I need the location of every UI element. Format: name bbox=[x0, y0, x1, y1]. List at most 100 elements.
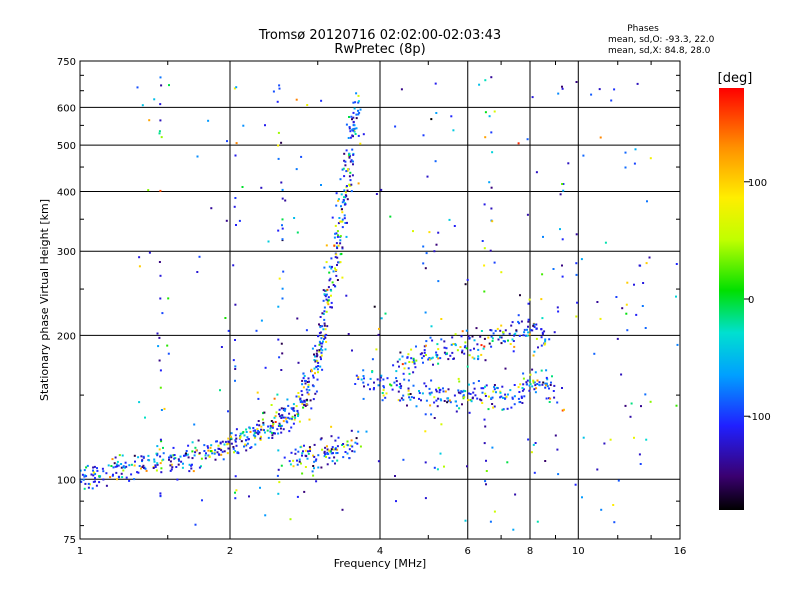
data-point bbox=[96, 469, 99, 472]
data-point bbox=[227, 410, 229, 413]
data-point bbox=[523, 395, 526, 398]
data-point bbox=[464, 345, 467, 348]
data-point bbox=[420, 399, 422, 402]
data-point bbox=[173, 457, 176, 460]
data-point bbox=[473, 357, 476, 360]
data-point bbox=[109, 476, 112, 479]
data-point bbox=[504, 397, 506, 400]
data-point bbox=[457, 389, 460, 392]
data-point bbox=[317, 335, 320, 338]
data-point bbox=[435, 390, 438, 393]
data-point bbox=[532, 324, 535, 327]
data-point bbox=[604, 241, 607, 244]
data-point bbox=[79, 469, 82, 472]
data-point bbox=[323, 322, 326, 325]
data-point bbox=[488, 181, 491, 184]
data-point bbox=[421, 392, 424, 395]
data-point bbox=[336, 452, 339, 454]
data-point bbox=[322, 289, 325, 292]
data-point bbox=[352, 101, 355, 104]
data-point bbox=[337, 436, 340, 439]
data-point bbox=[484, 136, 487, 139]
data-point bbox=[304, 405, 307, 407]
data-point bbox=[166, 344, 169, 347]
data-point bbox=[357, 376, 360, 379]
data-point bbox=[278, 413, 280, 416]
data-point bbox=[363, 385, 365, 388]
data-point bbox=[507, 339, 509, 342]
data-point bbox=[318, 350, 321, 353]
data-point bbox=[247, 438, 250, 441]
data-point bbox=[266, 429, 269, 432]
data-point bbox=[324, 336, 327, 339]
data-point bbox=[335, 274, 338, 277]
data-point bbox=[521, 387, 524, 389]
data-point bbox=[422, 262, 425, 265]
data-point bbox=[459, 346, 462, 348]
data-point bbox=[217, 453, 220, 456]
data-point bbox=[526, 138, 529, 141]
data-point bbox=[122, 465, 125, 468]
data-point bbox=[408, 396, 411, 399]
data-point bbox=[124, 461, 127, 464]
data-point bbox=[354, 101, 357, 104]
data-point bbox=[348, 116, 350, 118]
data-point bbox=[398, 358, 401, 361]
data-point bbox=[430, 357, 433, 360]
data-point bbox=[169, 469, 172, 472]
data-point bbox=[556, 306, 559, 309]
data-point bbox=[315, 390, 318, 393]
data-point bbox=[290, 426, 293, 429]
data-point bbox=[293, 217, 296, 219]
data-point bbox=[501, 385, 504, 388]
data-point bbox=[517, 142, 520, 145]
data-point bbox=[346, 169, 349, 172]
data-point bbox=[304, 382, 307, 385]
data-point bbox=[277, 338, 280, 341]
data-point bbox=[234, 154, 237, 157]
data-point bbox=[280, 464, 283, 467]
data-point bbox=[439, 357, 442, 360]
data-point bbox=[188, 470, 191, 473]
data-point bbox=[315, 480, 318, 483]
data-point bbox=[399, 382, 402, 385]
data-point bbox=[517, 397, 520, 400]
data-point bbox=[500, 324, 503, 327]
y-tick-label: 500 bbox=[57, 141, 76, 152]
data-point bbox=[134, 460, 136, 463]
data-point bbox=[526, 383, 528, 386]
data-point bbox=[447, 399, 450, 402]
data-point bbox=[330, 294, 332, 297]
data-point bbox=[341, 218, 344, 221]
data-point bbox=[296, 317, 299, 320]
data-point bbox=[424, 344, 427, 347]
data-point bbox=[232, 359, 235, 362]
data-point bbox=[248, 495, 250, 498]
data-point bbox=[83, 487, 86, 490]
data-point bbox=[335, 242, 338, 245]
data-point bbox=[350, 439, 353, 442]
data-point bbox=[92, 480, 95, 483]
data-point bbox=[437, 357, 440, 360]
data-point bbox=[483, 345, 486, 348]
data-point bbox=[454, 333, 457, 336]
data-point bbox=[207, 119, 210, 122]
data-point bbox=[296, 409, 299, 412]
data-point bbox=[343, 159, 346, 162]
data-point bbox=[649, 400, 652, 403]
data-point bbox=[512, 340, 515, 342]
data-point bbox=[432, 363, 434, 366]
data-point bbox=[535, 171, 538, 174]
data-point bbox=[490, 76, 493, 79]
data-point bbox=[172, 454, 175, 457]
y-tick-label: 200 bbox=[57, 331, 76, 342]
data-point bbox=[327, 286, 330, 289]
data-point bbox=[382, 394, 385, 397]
data-point bbox=[449, 401, 452, 404]
data-point bbox=[449, 354, 452, 357]
data-point bbox=[533, 381, 536, 384]
data-point bbox=[513, 384, 516, 386]
data-point bbox=[281, 352, 284, 355]
data-point bbox=[357, 378, 360, 380]
data-point bbox=[545, 397, 548, 400]
